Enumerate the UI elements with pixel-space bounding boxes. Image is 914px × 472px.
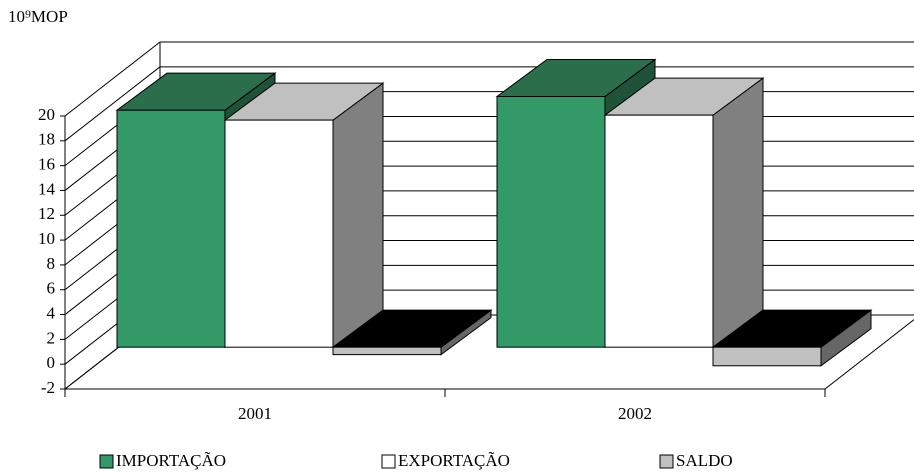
legend-label: EXPORTAÇÃO [398, 451, 510, 470]
grid-line [64, 41, 161, 117]
y-tick-label: 6 [47, 279, 56, 298]
y-tick-label: -2 [41, 378, 55, 397]
bar [496, 96, 606, 348]
legend-label: IMPORTAÇÃO [116, 451, 226, 470]
legend-swatch [381, 454, 396, 469]
bar [224, 119, 334, 348]
y-tick-label: 16 [38, 155, 55, 174]
y-tick-label: 2 [47, 328, 56, 347]
y-tick-label: 20 [38, 105, 55, 124]
y-tick-label: 12 [38, 204, 55, 223]
bar [604, 114, 714, 348]
y-tick-label: 4 [47, 303, 56, 322]
bar-side [332, 82, 384, 349]
legend-swatch [99, 454, 114, 469]
y-axis-label: 10⁹MOP [8, 7, 68, 26]
y-tick-label: 18 [38, 130, 55, 149]
x-tick-label: 2002 [618, 404, 652, 423]
legend-label: SALDO [676, 451, 733, 470]
y-tick-label: 10 [38, 229, 55, 248]
x-tick-label: 2001 [238, 404, 272, 423]
legend-swatch [659, 454, 674, 469]
y-tick-label: 8 [47, 254, 56, 273]
bar [332, 346, 442, 356]
grid-line [64, 66, 161, 142]
y-tick-label: 14 [38, 179, 56, 198]
bar [712, 346, 822, 367]
bar [116, 109, 226, 348]
y-tick-label: 0 [47, 353, 56, 372]
bar-side [712, 77, 764, 349]
